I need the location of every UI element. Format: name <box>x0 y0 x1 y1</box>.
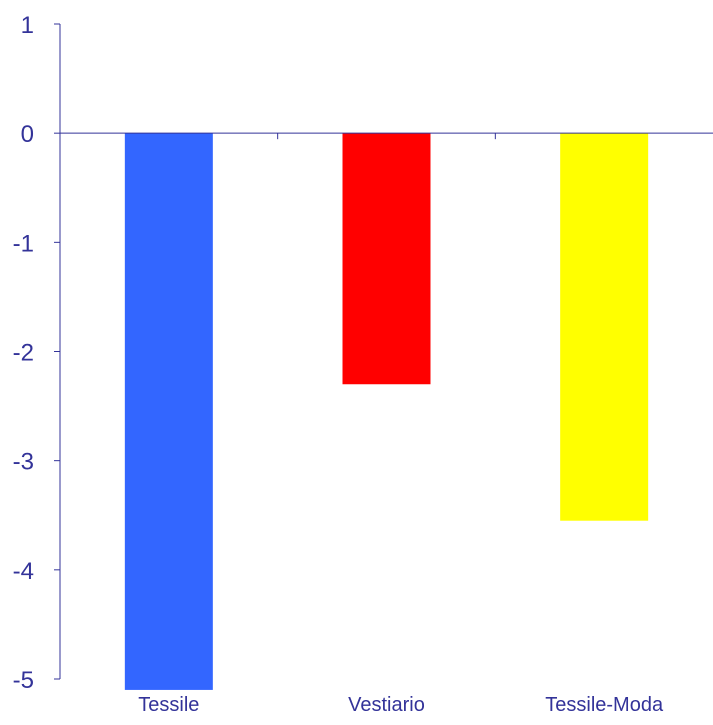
y-tick-label: -3 <box>13 449 34 476</box>
x-category-label: Tessile-Moda <box>545 694 664 716</box>
labels-layer: 1 0 -1 -2 -3 -4 -5 Tessile Vestiario Tessile-Moda <box>13 12 664 716</box>
y-tick-label: -4 <box>13 558 34 585</box>
bars-layer <box>124 133 649 690</box>
y-tick-label: 0 <box>21 121 34 148</box>
x-category-label: Vestiario <box>348 694 425 716</box>
bar-tessile <box>124 133 213 690</box>
y-tick-label: -5 <box>13 667 34 694</box>
y-tick-label: 1 <box>21 12 34 39</box>
x-category-label: Tessile <box>138 694 199 716</box>
y-tick-label: -1 <box>13 230 34 257</box>
y-tick-label: -2 <box>13 340 34 367</box>
axes-layer <box>54 23 713 680</box>
bar-tessile-moda <box>560 133 649 521</box>
bar-vestiario <box>342 133 431 385</box>
